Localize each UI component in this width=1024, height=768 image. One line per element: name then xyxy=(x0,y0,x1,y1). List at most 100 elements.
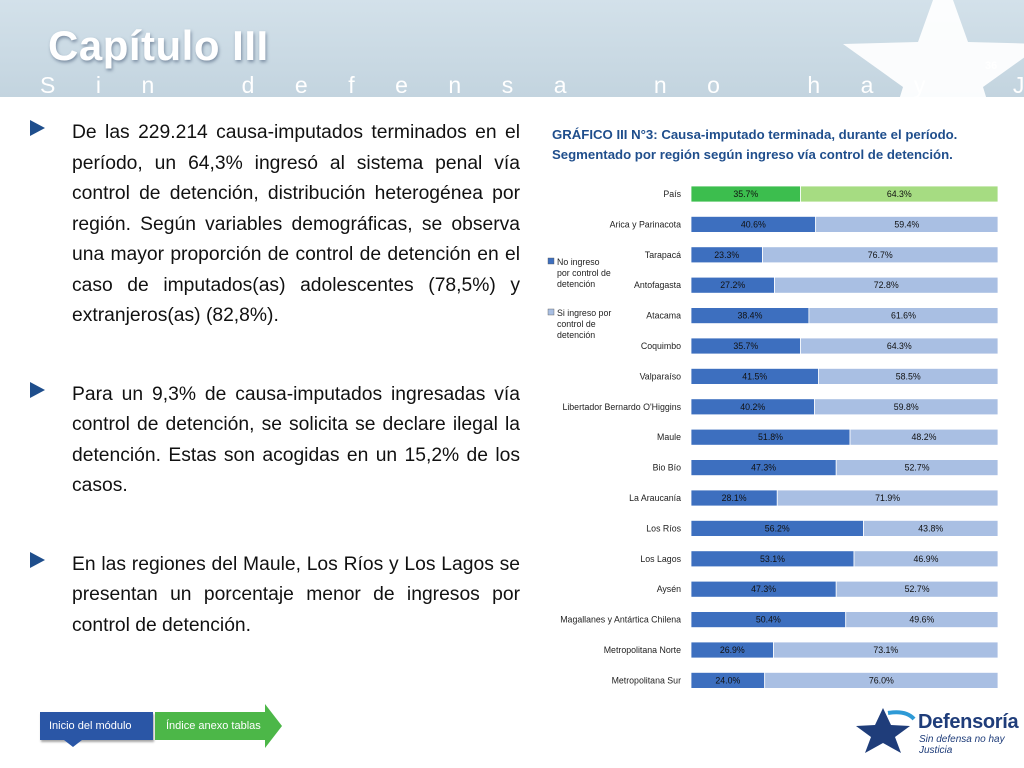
tagline-watermark: Sin defensa no hay Justicia xyxy=(40,72,1024,97)
data-label: 49.6% xyxy=(909,615,934,625)
category-label: Los Lagos xyxy=(640,554,681,564)
page-number: 36 xyxy=(985,60,998,72)
bar-segment-si-ingreso xyxy=(845,611,999,629)
inicio-modulo-button[interactable]: Inicio del módulo xyxy=(40,712,153,740)
category-label: La Araucanía xyxy=(629,493,681,503)
bullet-text: En las regiones del Maule, Los Ríos y Lo… xyxy=(72,553,520,636)
bar-segment-si-ingreso xyxy=(863,519,999,537)
bullet-list: De las 229.214 causa-imputados terminado… xyxy=(30,118,520,689)
data-label: 56.2% xyxy=(765,523,790,533)
bar-segment-si-ingreso xyxy=(818,367,999,385)
data-label: 47.3% xyxy=(751,584,776,594)
data-label: 43.8% xyxy=(918,523,943,533)
legend-entry: Si ingreso por xyxy=(557,308,611,318)
button-tail-shape xyxy=(64,740,82,747)
data-label: 35.7% xyxy=(733,341,758,351)
bar-segment-si-ingreso xyxy=(835,580,999,598)
data-label: 71.9% xyxy=(875,493,900,503)
data-label: 64.3% xyxy=(887,189,912,199)
data-label: 24.0% xyxy=(715,675,740,685)
category-label: Bio Bío xyxy=(653,463,681,473)
arrow-right-icon[interactable] xyxy=(265,704,282,748)
chart-title: GRÁFICO III N°3: Causa-imputado terminad… xyxy=(552,125,1022,165)
category-label: Maule xyxy=(657,432,681,442)
data-label: 46.9% xyxy=(914,554,939,564)
data-label: 41.5% xyxy=(742,371,767,381)
data-label: 73.1% xyxy=(873,645,898,655)
bullet-item: En las regiones del Maule, Los Ríos y Lo… xyxy=(30,550,520,642)
chart-bars: País 35.7% 64.3% Arica y Parinacota 40.6% 59.… xyxy=(560,185,999,689)
bar-segment-si-ingreso xyxy=(835,459,999,477)
data-label: 58.5% xyxy=(896,371,921,381)
data-label: 53.1% xyxy=(760,554,785,564)
legend-entry: control de xyxy=(557,319,596,329)
legend-entry: por control de xyxy=(557,268,611,278)
category-label: Antofagasta xyxy=(634,280,681,290)
logo-name: Defensoría xyxy=(918,711,1019,733)
bar-segment-si-ingreso xyxy=(764,671,999,689)
bar-segment-si-ingreso xyxy=(800,185,999,203)
data-label: 23.3% xyxy=(714,250,739,260)
data-label: 51.8% xyxy=(758,432,783,442)
data-label: 40.6% xyxy=(741,219,766,229)
bar-segment-si-ingreso xyxy=(849,428,999,446)
category-label: Metropolitana Norte xyxy=(604,645,681,655)
logo-slogan: Sin defensa no hay Justicia xyxy=(919,734,1005,756)
page-title: Capítulo III xyxy=(48,22,269,69)
data-label: 61.6% xyxy=(891,311,916,321)
legend-swatch xyxy=(547,257,555,265)
data-label: 48.2% xyxy=(912,432,937,442)
bullet-arrow-icon xyxy=(30,381,45,398)
category-label: País xyxy=(663,189,681,199)
category-label: Arica y Parinacota xyxy=(610,219,681,229)
category-label: Aysén xyxy=(657,584,681,594)
data-label: 59.8% xyxy=(894,402,919,412)
indice-anexo-button[interactable]: Índice anexo tablas xyxy=(155,712,265,740)
data-label: 38.4% xyxy=(737,311,762,321)
bar-segment-si-ingreso xyxy=(762,246,999,264)
bar-segment-si-ingreso xyxy=(808,307,999,325)
chart-title-rest: : Causa-imputado terminada, durante el p… xyxy=(552,127,958,162)
legend-entry: detención xyxy=(557,330,595,340)
bar-segment-si-ingreso xyxy=(814,398,999,416)
legend-entry: No ingreso xyxy=(557,257,600,267)
data-label: 72.8% xyxy=(874,280,899,290)
data-label: 52.7% xyxy=(905,584,930,594)
bar-segment-si-ingreso xyxy=(776,489,999,507)
defensoria-star-logo-icon xyxy=(856,708,916,753)
category-label: Los Ríos xyxy=(646,523,681,533)
chart-title-prefix: GRÁFICO III N°3 xyxy=(552,127,654,142)
bar-segment-si-ingreso xyxy=(815,216,999,233)
header-banner: Capítulo III Sin defensa no hay Justicia… xyxy=(0,0,1024,97)
category-label: Libertador Bernardo O'Higgins xyxy=(562,402,681,412)
bullet-text: Para un 9,3% de causa-imputados ingresad… xyxy=(72,383,520,497)
bar-segment-si-ingreso xyxy=(800,337,999,355)
data-label: 40.2% xyxy=(740,402,765,412)
data-label: 47.3% xyxy=(751,463,776,473)
star-icon xyxy=(843,0,1024,97)
category-label: Coquimbo xyxy=(641,341,681,351)
category-label: Atacama xyxy=(646,311,681,321)
bar-segment-si-ingreso xyxy=(774,276,999,294)
bar-segment-si-ingreso xyxy=(853,550,999,568)
category-label: Magallanes y Antártica Chilena xyxy=(560,615,681,625)
data-label: 59.4% xyxy=(894,219,919,229)
legend-swatch xyxy=(547,308,555,316)
bullet-text: De las 229.214 causa-imputados terminado… xyxy=(72,122,520,326)
data-label: 76.7% xyxy=(868,250,893,260)
data-label: 50.4% xyxy=(756,615,781,625)
data-label: 28.1% xyxy=(722,493,747,503)
data-label: 76.0% xyxy=(869,675,894,685)
category-label: Metropolitana Sur xyxy=(612,675,682,685)
legend-entry: detención xyxy=(557,279,595,289)
category-label: Valparaíso xyxy=(640,371,682,381)
data-label: 64.3% xyxy=(887,341,912,351)
bullet-arrow-icon xyxy=(30,551,45,568)
data-label: 52.7% xyxy=(905,463,930,473)
bullet-arrow-icon xyxy=(30,120,45,136)
data-label: 26.9% xyxy=(720,645,745,655)
bar-segment-si-ingreso xyxy=(773,641,999,659)
bullet-item: Para un 9,3% de causa-imputados ingresad… xyxy=(30,380,520,502)
